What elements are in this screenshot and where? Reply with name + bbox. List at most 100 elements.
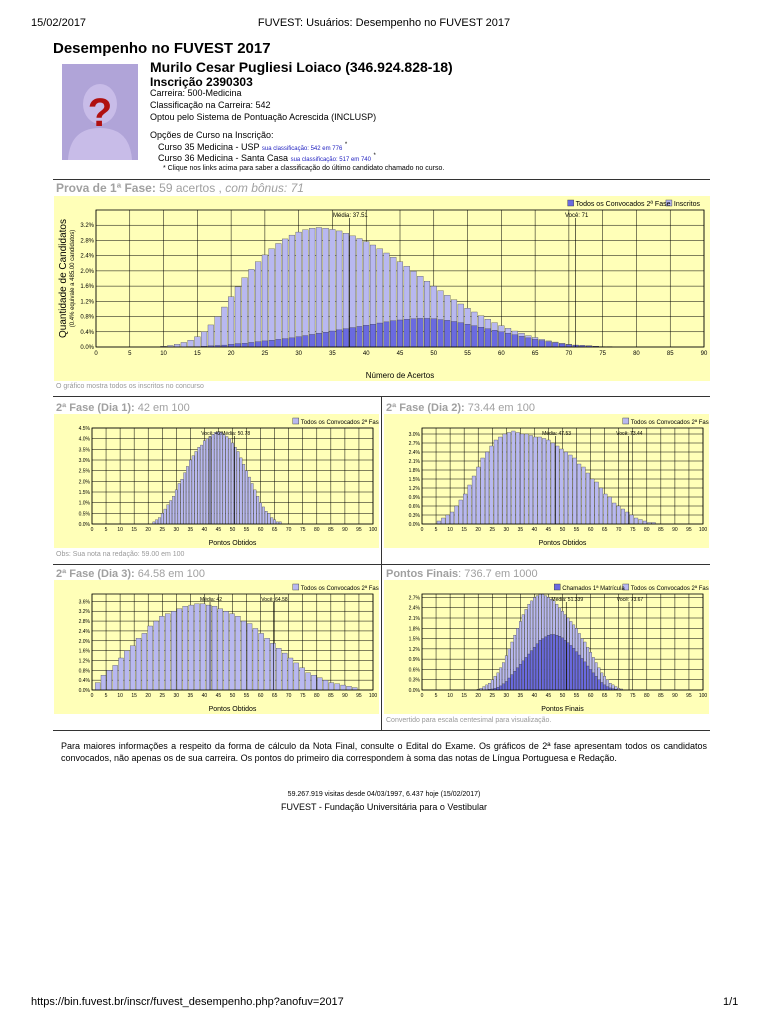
dia3-title-label: 2ª Fase (Dia 3):	[56, 568, 135, 580]
x-tick-label: 55	[464, 351, 471, 357]
bar	[309, 334, 316, 348]
y-tick-label: 2.4%	[80, 254, 94, 260]
carreira: Carreira: 500-Medicina	[150, 88, 242, 98]
legend-label: Inscritos	[674, 201, 701, 208]
bar	[518, 336, 525, 348]
bar	[342, 328, 349, 348]
fase1-detail: 59 acertos ,	[155, 181, 226, 195]
x-tick-label: 30	[504, 693, 510, 699]
legend-label: Todos os Convocados 2ª Fase	[576, 201, 671, 208]
bar	[612, 502, 617, 525]
y-tick-label: 1.2%	[80, 299, 94, 305]
y-tick-label: 0.0%	[80, 345, 94, 351]
marker-label: Média: 50.78	[221, 431, 250, 437]
bar	[592, 672, 595, 691]
bar	[572, 457, 577, 525]
x-axis-label: Pontos Obtidos	[209, 540, 257, 547]
bar	[211, 434, 215, 525]
bar	[229, 613, 235, 691]
y-tick-label: 2.7%	[409, 595, 421, 601]
y-tick-label: 0.8%	[80, 315, 94, 321]
svg-text:?: ?	[88, 91, 112, 135]
bar	[505, 333, 512, 348]
bar	[188, 604, 194, 691]
bar	[493, 439, 498, 525]
x-tick-label: 55	[244, 527, 250, 533]
y-tick-label: 2.0%	[79, 479, 91, 485]
bar	[471, 475, 476, 525]
bar	[568, 454, 573, 525]
bar	[201, 331, 208, 348]
y-tick-label: 2.4%	[79, 629, 91, 635]
bar	[255, 341, 262, 348]
x-tick-label: 45	[216, 693, 222, 699]
final-caption: Convertido para escala centesimal para v…	[386, 717, 552, 724]
bar	[616, 505, 621, 525]
print-page-number: 1/1	[723, 996, 739, 1008]
marker-label: Média: 51.339	[551, 597, 583, 603]
x-tick-label: 100	[369, 527, 378, 533]
x-tick-label: 95	[686, 527, 692, 533]
x-tick-label: 65	[272, 693, 278, 699]
opcao-2-mark: *	[373, 153, 376, 159]
bar	[329, 330, 336, 348]
x-tick-label: 15	[131, 693, 137, 699]
x-tick-label: 25	[262, 351, 269, 357]
bar	[538, 640, 542, 691]
bar	[282, 652, 288, 691]
bar	[524, 657, 528, 691]
opcao-1-link[interactable]: sua classificação: 542 em 776	[261, 146, 343, 152]
bar	[527, 653, 531, 691]
bar	[356, 326, 363, 348]
bar	[546, 439, 551, 525]
bar	[189, 459, 192, 525]
bar	[165, 613, 171, 691]
bar	[600, 682, 604, 691]
bar	[299, 667, 305, 691]
bar	[130, 645, 136, 691]
bar	[563, 451, 568, 525]
bar	[135, 638, 142, 691]
bar	[528, 435, 533, 525]
final-title-label: Pontos Finais	[386, 568, 459, 580]
x-tick-label: 15	[131, 527, 137, 533]
y-tick-label: 3.0%	[409, 432, 421, 438]
y-tick-label: 0.9%	[409, 657, 421, 663]
bar	[585, 472, 590, 525]
bar	[163, 508, 167, 525]
bar	[264, 511, 268, 525]
bar	[496, 687, 500, 691]
bar	[569, 645, 573, 691]
x-tick-label: 40	[202, 527, 208, 533]
bar	[328, 682, 335, 691]
legend-swatch	[292, 583, 300, 591]
bar	[194, 451, 198, 525]
sistema-pontuacao: Optou pelo Sistema de Pontuação Acrescid…	[150, 112, 377, 122]
x-tick-label: 60	[498, 351, 505, 357]
opcao-2-link[interactable]: sua classificação: 517 em 740	[290, 157, 371, 163]
bar	[172, 496, 175, 525]
y-tick-label: 2.4%	[409, 450, 421, 456]
y-tick-label: 2.8%	[79, 619, 91, 625]
x-tick-label: 15	[194, 351, 201, 357]
bar	[390, 320, 397, 348]
x-tick-label: 95	[686, 693, 692, 699]
bar	[112, 665, 118, 691]
x-tick-label: 75	[300, 693, 306, 699]
legend-label: Todos os Convocados 2ª Fase	[301, 419, 379, 426]
legend-label: Todos os Convocados 2ª Fase	[631, 419, 709, 426]
bar	[159, 616, 165, 691]
bar	[207, 324, 214, 348]
x-tick-label: 0	[421, 693, 424, 699]
bar	[270, 517, 274, 525]
fase1-chart: 0.0% 0.4% 0.8% 1.2% 1.6% 2.0% 2.4% 2.8% 3.2% 0 5 10…	[54, 196, 710, 381]
avatar: ?	[62, 64, 138, 160]
x-tick-label: 30	[174, 527, 180, 533]
bar	[245, 470, 248, 525]
bar	[457, 322, 464, 348]
y-tick-label: 1.5%	[409, 477, 421, 483]
bar	[346, 686, 352, 691]
x-tick-label: 95	[356, 693, 362, 699]
x-tick-label: 45	[216, 527, 222, 533]
bar	[264, 638, 270, 691]
